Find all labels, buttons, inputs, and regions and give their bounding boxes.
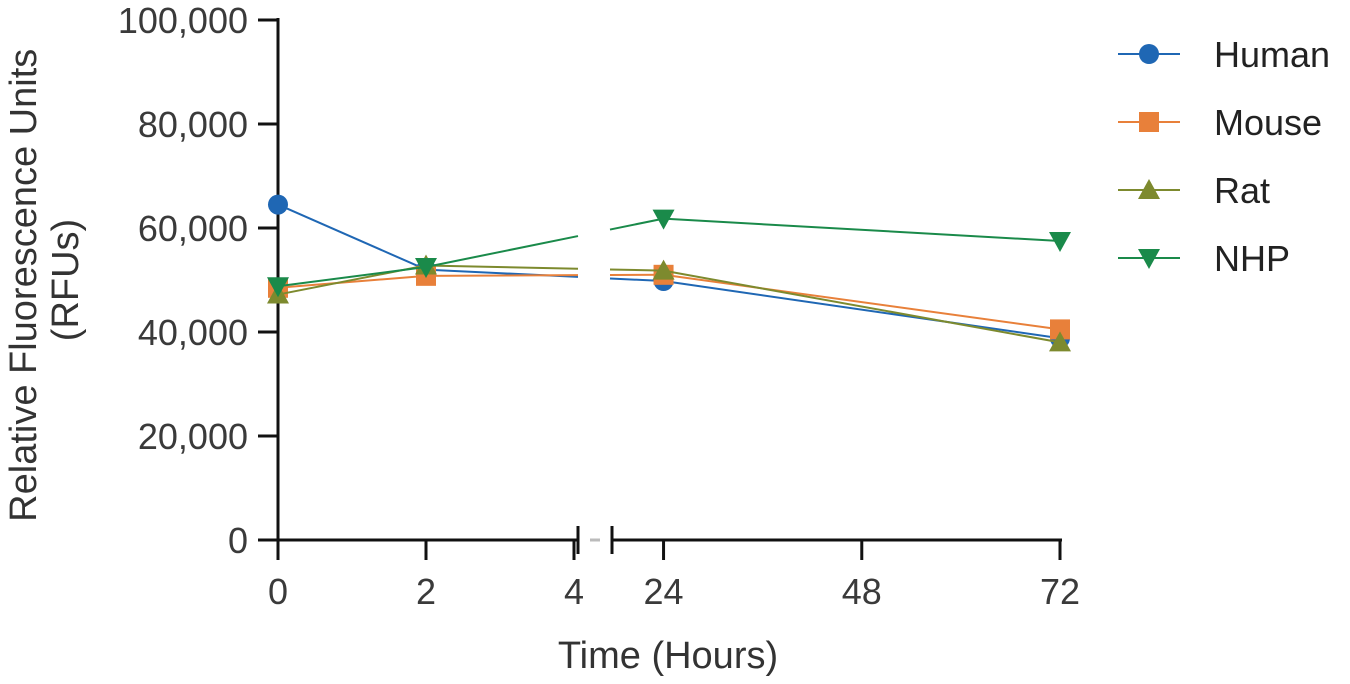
x-tick-label: 0	[268, 571, 288, 612]
series-nhp	[267, 209, 1071, 298]
y-tick-label: 40,000	[138, 312, 248, 353]
legend-item-rat: Rat	[1118, 170, 1270, 211]
series-line-segment	[277, 274, 427, 289]
x-tick-label: 2	[416, 571, 436, 612]
series-line-segment	[277, 203, 427, 271]
series-line-segment	[609, 217, 664, 231]
series-line-segment	[609, 268, 664, 272]
data-point	[415, 258, 437, 278]
data-point	[1049, 232, 1071, 252]
legend-marker	[1138, 179, 1160, 199]
legend-label: Human	[1214, 34, 1330, 75]
legend-marker	[1139, 44, 1159, 64]
x-tick-label: 24	[644, 571, 684, 612]
legend-marker	[1138, 249, 1160, 269]
legend-marker	[1139, 112, 1159, 132]
x-tick-label: 48	[842, 571, 882, 612]
data-point	[652, 259, 675, 280]
data-point	[652, 209, 675, 230]
y-axis-title-line-2: (RFUs)	[45, 219, 87, 341]
series-rat	[267, 254, 1071, 352]
series-line-segment	[663, 280, 1061, 340]
y-axis-title: Relative Fluorescence Units (RFUs)	[3, 38, 87, 522]
y-axis: 0 20,000 40,000 60,000 80,000 100,000	[118, 0, 280, 561]
data-point	[1049, 331, 1071, 352]
y-tick-label: 0	[228, 520, 248, 561]
legend-label: Rat	[1214, 170, 1270, 211]
legend-item-human: Human	[1118, 34, 1330, 75]
legend-item-nhp: NHP	[1118, 238, 1290, 279]
series-line-segment	[425, 235, 579, 268]
series-line-segment	[663, 269, 1061, 344]
series-line-segment	[425, 264, 579, 270]
legend-label: Mouse	[1214, 102, 1322, 143]
series-line-segment	[663, 273, 1061, 331]
x-tick-label: 4	[564, 571, 584, 612]
y-axis-title-line-1: Relative Fluorescence Units	[3, 49, 45, 522]
series-line-segment	[425, 274, 579, 277]
x-axis: 0 2 4 24 48 72	[268, 526, 1080, 612]
series-layer	[267, 194, 1071, 352]
y-tick-label: 20,000	[138, 416, 248, 457]
series-line-segment	[277, 266, 427, 288]
y-tick-label: 60,000	[138, 208, 248, 249]
y-tick-label: 100,000	[118, 0, 248, 41]
x-tick-label: 72	[1040, 571, 1080, 612]
legend-item-mouse: Mouse	[1118, 102, 1322, 143]
data-point	[267, 277, 289, 298]
y-tick-label: 80,000	[138, 104, 248, 145]
series-line-segment	[663, 217, 1061, 242]
legend-label: NHP	[1214, 238, 1290, 279]
data-point	[268, 194, 288, 215]
data-point	[1050, 319, 1070, 340]
legend: Human Mouse Rat NHP	[1118, 34, 1330, 279]
x-axis-title: Time (Hours)	[558, 635, 778, 677]
